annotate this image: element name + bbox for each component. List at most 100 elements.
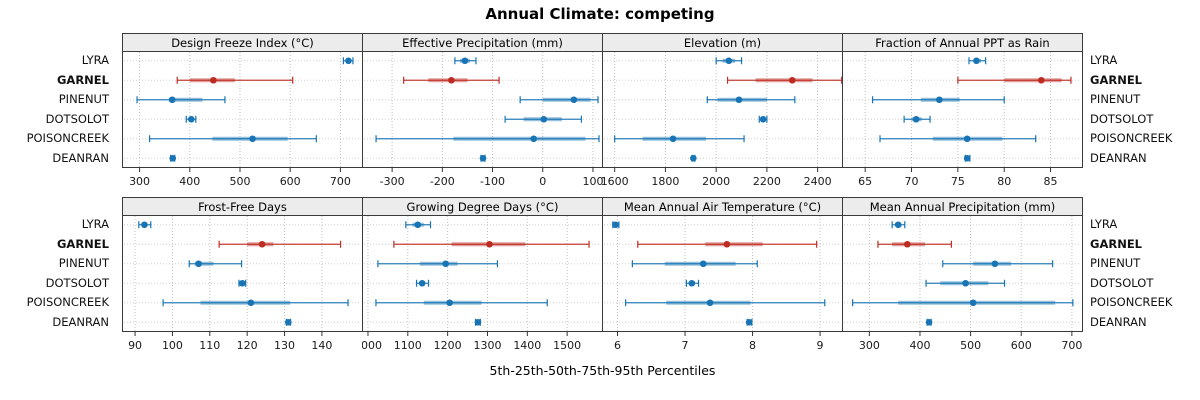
median-point <box>963 135 971 143</box>
site-label-deanran: DEANRAN <box>1090 150 1147 165</box>
median-point <box>141 221 148 229</box>
tick-label: -300 <box>380 175 405 188</box>
tick-label: 9 <box>817 339 824 352</box>
tick-label: 2000 <box>702 175 730 188</box>
tick-label: 700 <box>1061 339 1082 352</box>
tick-label: 2400 <box>804 175 832 188</box>
tick-label: 1100 <box>394 339 422 352</box>
panel-header: Growing Degree Days (°C) <box>362 197 603 216</box>
tick-label: 85 <box>1044 175 1058 188</box>
median-point <box>745 318 753 326</box>
median-point <box>448 76 455 84</box>
panel-plot <box>602 215 843 332</box>
site-label-deanran: DEANRAN <box>52 314 109 329</box>
median-point <box>690 154 697 162</box>
tick-label: 600 <box>1011 339 1032 352</box>
tick-label: 120 <box>237 339 258 352</box>
site-label-dotsolot: DOTSOLOT <box>45 275 109 290</box>
tick-label: 300 <box>859 339 880 352</box>
panel-plot <box>602 51 843 168</box>
tick-label: 65 <box>858 175 872 188</box>
median-point <box>973 57 980 65</box>
panel-header: Effective Precipitation (mm) <box>362 33 603 52</box>
median-point <box>759 115 767 123</box>
median-point <box>925 318 933 326</box>
median-point <box>418 279 426 287</box>
tick-label: 700 <box>330 175 351 188</box>
tick-label: 8 <box>749 339 756 352</box>
site-labels-left: LYRA GARNEL PINENUT DOTSOLOT POISONCREEK DEAN… <box>0 51 116 168</box>
median-point <box>249 135 256 143</box>
tick-label: 7 <box>682 339 689 352</box>
tick-label: 110 <box>199 339 220 352</box>
tick-label: 1500 <box>553 339 581 352</box>
x-axis-label: 5th-25th-50th-75th-95th Percentiles <box>489 363 716 378</box>
tick-label: 1600 <box>602 175 629 188</box>
panel-plot <box>122 51 363 168</box>
tick-label: 100 <box>582 175 603 188</box>
panel-header: Fraction of Annual PPT as Rain <box>842 33 1083 52</box>
median-point <box>788 76 796 84</box>
median-point <box>963 154 971 162</box>
tick-label: 75 <box>951 175 965 188</box>
site-label-dotsolot: DOTSOLOT <box>45 111 109 126</box>
panel-plot <box>362 51 603 168</box>
site-labels-right: LYRA GARNEL PINENUT DOTSOLOT POISONCREEK DEAN… <box>1083 51 1195 168</box>
x-axis: 6 7 8 9 <box>614 332 824 352</box>
median-point <box>414 221 422 229</box>
tick-label: 80 <box>997 175 1011 188</box>
chart-title: Annual Climate: competing <box>485 5 715 23</box>
tick-label: 300 <box>129 175 150 188</box>
site-label-poisoncreek: POISONCREEK <box>1090 131 1173 145</box>
site-label-lyra: LYRA <box>1090 217 1118 231</box>
panel-header: Design Freeze Index (°C) <box>122 33 363 52</box>
median-point <box>540 115 548 123</box>
panel-plot <box>842 215 1083 332</box>
panel-plot <box>842 51 1083 168</box>
x-axis: 65 70 75 80 85 <box>858 168 1058 188</box>
median-point <box>461 57 469 65</box>
median-point <box>168 96 176 104</box>
median-point <box>1037 76 1045 84</box>
site-label-lyra: LYRA <box>81 53 109 67</box>
median-point <box>912 115 920 123</box>
x-axis: 90 100 110 120 130 140 <box>128 332 332 352</box>
tick-label: 500 <box>960 339 981 352</box>
median-point <box>195 260 202 268</box>
median-point <box>345 57 352 65</box>
site-label-poisoncreek: POISONCREEK <box>26 295 109 309</box>
panel-header: Elevation (m) <box>602 33 843 52</box>
x-axis: 300 400 500 600 700 <box>129 168 351 188</box>
tick-label: 400 <box>179 175 200 188</box>
tick-label: -200 <box>430 175 455 188</box>
site-label-pinenut: PINENUT <box>58 92 109 106</box>
site-label-dotsolot: DOTSOLOT <box>1090 111 1154 126</box>
median-point <box>479 154 487 162</box>
tick-label: 600 <box>280 175 301 188</box>
tick-label: 1800 <box>651 175 679 188</box>
median-point <box>442 260 449 268</box>
site-label-poisoncreek: POISONCREEK <box>26 131 109 145</box>
site-label-deanran: DEANRAN <box>52 150 109 165</box>
median-point <box>991 260 999 268</box>
median-point <box>894 221 902 229</box>
median-point <box>486 240 493 248</box>
tick-label: 90 <box>128 339 142 352</box>
site-label-garnel: GARNEL <box>1090 72 1143 87</box>
panel-header: Mean Annual Air Temperature (°C) <box>602 197 843 216</box>
panel-header: Mean Annual Precipitation (mm) <box>842 197 1083 216</box>
median-point <box>904 240 911 248</box>
median-point <box>936 96 943 104</box>
median-point <box>258 240 266 248</box>
tick-label: 6 <box>614 339 621 352</box>
x-axis: 300 400 500 600 700 <box>859 332 1082 352</box>
median-point <box>239 279 246 287</box>
median-point <box>723 240 731 248</box>
median-point <box>706 299 714 307</box>
median-point <box>284 318 292 326</box>
tick-label: 140 <box>311 339 332 352</box>
tick-label: 1300 <box>473 339 501 352</box>
